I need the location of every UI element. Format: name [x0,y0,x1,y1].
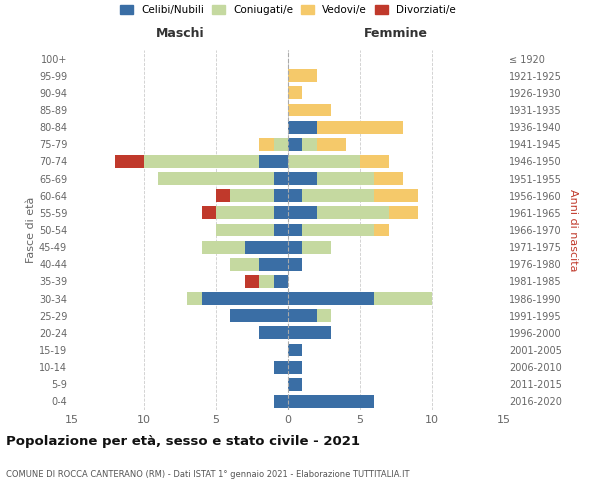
Bar [259,326,288,340]
Bar [202,240,245,254]
Bar [288,292,374,305]
Bar [374,224,389,236]
Bar [288,378,302,390]
Legend: Celibi/Nubili, Coniugati/e, Vedovi/e, Divorziati/e: Celibi/Nubili, Coniugati/e, Vedovi/e, Di… [116,1,460,20]
Y-axis label: Fasce di età: Fasce di età [26,197,36,263]
Bar [317,172,374,185]
Bar [259,275,274,288]
Bar [288,70,317,82]
Bar [274,275,288,288]
Bar [317,206,389,220]
Bar [230,258,259,270]
Bar [288,190,302,202]
Bar [288,172,317,185]
Bar [274,138,288,150]
Bar [216,206,274,220]
Text: Femmine: Femmine [364,26,428,40]
Bar [288,310,317,322]
Bar [374,292,432,305]
Bar [202,292,288,305]
Bar [288,326,331,340]
Bar [259,258,288,270]
Bar [288,258,302,270]
Bar [288,240,302,254]
Bar [302,138,317,150]
Bar [302,224,374,236]
Bar [245,275,259,288]
Bar [274,172,288,185]
Bar [259,155,288,168]
Bar [274,395,288,408]
Y-axis label: Anni di nascita: Anni di nascita [568,188,578,271]
Bar [317,138,346,150]
Text: Popolazione per età, sesso e stato civile - 2021: Popolazione per età, sesso e stato civil… [6,435,360,448]
Bar [360,155,389,168]
Bar [302,240,331,254]
Bar [202,206,216,220]
Bar [259,138,274,150]
Bar [288,138,302,150]
Bar [187,292,202,305]
Bar [288,360,302,374]
Bar [288,206,317,220]
Bar [230,310,288,322]
Bar [216,190,230,202]
Text: COMUNE DI ROCCA CANTERANO (RM) - Dati ISTAT 1° gennaio 2021 - Elaborazione TUTTI: COMUNE DI ROCCA CANTERANO (RM) - Dati IS… [6,470,409,479]
Bar [389,206,418,220]
Bar [274,206,288,220]
Bar [158,172,274,185]
Bar [144,155,259,168]
Bar [288,344,302,356]
Bar [115,155,144,168]
Bar [302,190,374,202]
Text: Maschi: Maschi [155,26,205,40]
Bar [317,120,403,134]
Bar [288,395,374,408]
Bar [288,155,360,168]
Bar [230,190,274,202]
Bar [374,172,403,185]
Bar [274,360,288,374]
Bar [288,104,331,117]
Bar [317,310,331,322]
Bar [374,190,418,202]
Bar [288,120,317,134]
Bar [274,190,288,202]
Bar [288,224,302,236]
Bar [245,240,288,254]
Bar [216,224,274,236]
Bar [274,224,288,236]
Bar [288,86,302,100]
